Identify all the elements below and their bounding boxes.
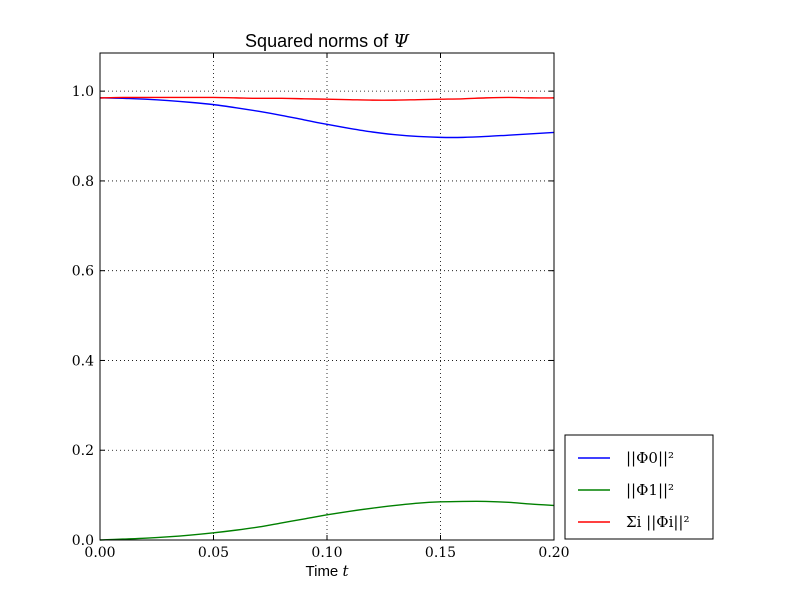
legend-label-phi1: ||Φ1||² <box>626 481 674 499</box>
series-line-phi0 <box>99 97 555 139</box>
x-tick-label: 0.05 <box>198 545 229 561</box>
tick-labels: 0.00 0.05 0.10 0.15 0.20 0.0 0.2 0.4 0.6 0.8 1.0 <box>72 84 570 561</box>
x-axis-label: Time t <box>306 562 350 580</box>
y-tick-label: 0.4 <box>72 353 94 369</box>
y-tick-label: 0.6 <box>72 264 94 280</box>
y-tick-label: 0.2 <box>72 443 94 459</box>
chart-title-text: Squared norms of <box>245 31 389 51</box>
plot-area <box>100 53 554 540</box>
ticks <box>99 53 555 541</box>
y-tick-label: 0.0 <box>72 533 94 549</box>
x-axis-label-text: Time <box>306 563 339 580</box>
x-axis-label-variable: t <box>342 562 349 580</box>
x-tick-label: 0.15 <box>425 545 456 561</box>
legend-label-sum: Σi ||Φi||² <box>626 513 690 531</box>
x-tick-label: 0.00 <box>84 545 115 561</box>
legend: ||Φ0||² ||Φ1||² Σi ||Φi||² <box>564 434 714 540</box>
series-line-sum <box>99 96 555 101</box>
legend-label-phi0: ||Φ0||² <box>626 449 674 467</box>
chart-title-symbol: Ψ <box>393 31 410 52</box>
chart-title: Squared norms of Ψ <box>245 31 410 52</box>
series-line-phi1 <box>99 500 555 541</box>
x-tick-label: 0.20 <box>538 545 569 561</box>
y-tick-label: 1.0 <box>72 84 94 100</box>
y-tick-label: 0.8 <box>72 174 94 190</box>
series-layer <box>99 96 555 541</box>
x-tick-label: 0.10 <box>311 545 342 561</box>
